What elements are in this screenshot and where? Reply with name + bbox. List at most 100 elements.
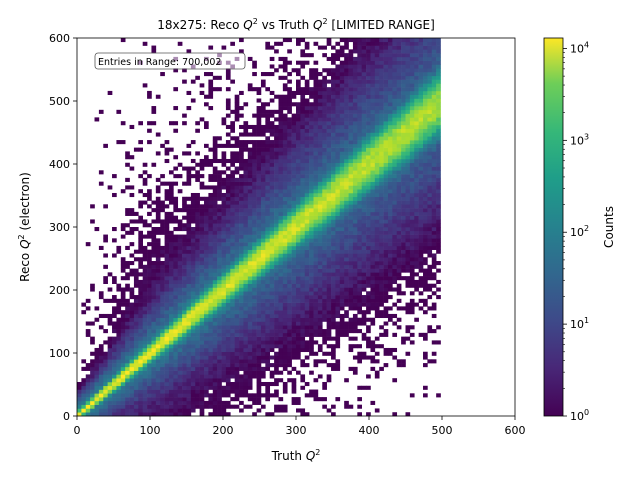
heatmap-cell [396,162,402,167]
heatmap-cell [120,393,126,398]
heatmap-cell [387,90,393,95]
heatmap-cell [287,166,292,171]
heatmap-cell [335,166,341,171]
heatmap-cell [116,306,122,311]
heatmap-cell [361,332,367,337]
heatmap-cell [234,94,240,99]
heatmap-cell [348,325,354,330]
heatmap-cell [212,310,218,315]
heatmap-cell [186,261,192,266]
heatmap-cell [256,268,262,273]
heatmap-cell [107,404,113,409]
heatmap-cell [387,223,393,228]
heatmap-cell [322,136,327,141]
heatmap-cell [160,351,165,356]
heatmap-cell [164,295,170,300]
heatmap-cell [217,196,222,201]
heatmap-cell [190,347,196,353]
heatmap-cell [204,261,209,266]
heatmap-cell [335,185,341,190]
heatmap-cell [164,302,170,307]
heatmap-cell [274,351,279,356]
heatmap-cell [217,400,222,405]
heatmap-cell [331,72,336,77]
heatmap-cell [204,234,209,239]
heatmap-cell [348,181,354,186]
heatmap-cell [247,381,253,387]
heatmap-cell [256,113,262,118]
heatmap-cell [335,366,341,371]
heatmap-cell [204,329,209,334]
heatmap-cell [352,366,358,371]
heatmap-cell [168,351,174,356]
heatmap-cell [199,196,205,201]
heatmap-cell [326,249,332,254]
heatmap-cell [112,397,117,402]
heatmap-cell [379,53,384,58]
heatmap-cell [357,223,362,228]
heatmap-cell [405,102,411,107]
heatmap-cell [274,230,279,235]
heatmap-cell [396,45,402,50]
heatmap-cell [217,211,222,216]
heatmap-cell [256,196,262,201]
heatmap-cell [317,261,323,266]
heatmap-cell [383,102,389,107]
heatmap-cell [212,192,218,198]
heatmap-cell [370,208,376,213]
heatmap-cell [247,397,253,402]
heatmap-cell [221,181,227,186]
heatmap-cell [287,162,292,167]
heatmap-cell [296,162,301,167]
heatmap-cell [291,170,297,175]
heatmap-cell [138,393,143,398]
heatmap-cell [168,121,174,126]
heatmap-cell [304,106,310,111]
heatmap-cell [278,200,284,205]
heatmap-cell [313,140,319,145]
heatmap-cell [164,264,170,269]
heatmap-cell [357,117,362,122]
heatmap-cell [322,132,327,137]
heatmap-cell [142,381,148,387]
heatmap-cell [326,56,332,61]
heatmap-cell [155,279,161,284]
heatmap-cell [313,200,319,205]
heatmap-cell [304,242,310,247]
heatmap-cell [151,242,157,247]
heatmap-cell [107,355,113,360]
heatmap-cell [252,253,257,258]
heatmap-cell [212,313,218,319]
heatmap-cell [274,291,279,296]
heatmap-cell [94,370,100,375]
heatmap-cell [125,302,130,307]
heatmap-cell [282,83,288,88]
heatmap-cell [370,204,376,209]
heatmap-cell [409,393,415,398]
heatmap-cell [383,38,389,43]
heatmap-cell [129,344,135,349]
heatmap-cell [352,56,358,61]
heatmap-cell [129,400,135,405]
heatmap-cell [247,155,253,160]
heatmap-cell [401,87,406,92]
heatmap-cell [252,60,257,65]
heatmap-cell [81,397,87,402]
heatmap-cell [247,268,253,273]
heatmap-cell [260,177,266,182]
heatmap-cell [190,227,196,232]
heatmap-cell [212,347,218,353]
heatmap-cell [182,166,187,171]
heatmap-cell [199,344,205,349]
heatmap-cell [234,192,240,198]
heatmap-cell [282,249,288,254]
heatmap-cell [331,106,336,111]
heatmap-cell [366,75,371,80]
heatmap-cell [234,208,240,213]
heatmap-cell [252,363,257,368]
heatmap-cell [304,155,310,160]
heatmap-cell [239,298,244,303]
heatmap-cell [190,408,196,413]
heatmap-cell [296,321,301,326]
heatmap-cell [379,124,384,130]
